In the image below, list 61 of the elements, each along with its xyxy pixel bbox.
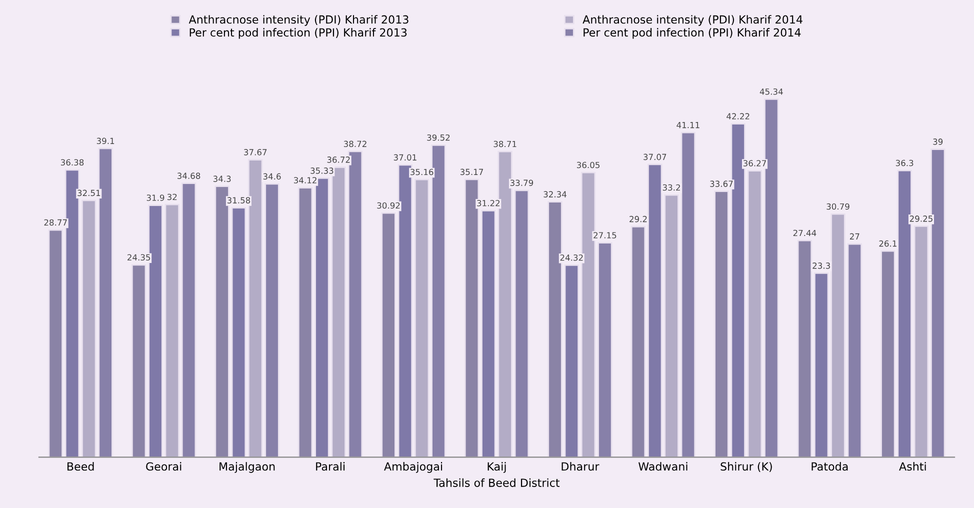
data-label: 26.1 [879,240,896,247]
data-label: 31.9 [146,194,164,201]
data-label: 37.67 [244,149,267,156]
legend-label: Per cent pod infection (PPI) Kharif 2014 [584,28,801,39]
data-label: 37.07 [644,154,666,160]
x-tick-label: Patoda [812,462,848,471]
data-label: 41.11 [676,122,700,128]
data-label: 34.68 [177,172,200,179]
data-label: 35.33 [310,168,334,174]
bar [181,182,196,458]
x-tick-label: Ashti [899,462,926,471]
data-label: 38.71 [494,140,516,148]
data-label: 36.3 [896,160,914,166]
x-axis-title: Tahsils of Beed District [434,478,560,487]
data-label: 39.52 [427,134,450,141]
data-label: 36.38 [60,159,84,166]
x-tick-label: Majalgaon [220,462,275,473]
data-label: 32.51 [78,190,100,196]
data-label: 35.16 [410,168,434,176]
data-label: 34.3 [213,176,231,182]
data-label: 45.34 [760,88,783,95]
data-label: 31.58 [227,197,250,204]
x-tick-label: Wadwani [638,462,688,471]
data-label: 34.12 [294,177,316,184]
x-tick-label: Ambajogai [384,462,442,473]
data-label: 42.22 [726,113,750,120]
data-label: 27.44 [793,230,816,236]
data-label: 32 [167,194,177,200]
data-label: 38.72 [344,140,366,148]
data-label: 36.72 [327,156,350,163]
data-label: 37.01 [394,154,416,161]
data-label: 35.17 [460,168,483,176]
x-tick-label: Shirur (K) [720,462,772,472]
x-tick-label: Georai [146,462,182,471]
x-tick-label: Beed [67,462,94,471]
data-label: 24.32 [560,254,583,261]
data-label: 27 [850,233,860,240]
data-label: 30.79 [826,203,850,210]
legend-label: Anthracnose intensity (PDI) Kharif 2014 [582,15,802,26]
legend-label: Per cent pod infection (PPI) Kharif 2013 [190,28,407,39]
data-label: 33.67 [710,180,733,187]
data-label: 31.22 [477,200,500,206]
data-label: 29.25 [910,216,932,222]
x-tick-label: Parali [316,462,345,471]
data-label: 29.2 [630,216,647,222]
data-label: 33.79 [510,180,534,186]
data-label: 36.27 [743,160,766,166]
data-label: 30.92 [377,202,400,209]
data-label: 27.15 [594,232,616,238]
data-label: 28.77 [44,219,67,226]
x-tick-label: Dharur [562,462,600,471]
data-label: 39 [933,138,943,145]
legend-label: Anthracnose intensity (PDI) Kharif 2013 [188,15,408,26]
data-label: 34.6 [263,173,281,180]
data-label: 24.35 [128,254,150,261]
data-label: 23.3 [812,262,830,269]
data-label: 36.05 [577,162,600,168]
data-label: 32.34 [544,191,566,198]
x-tick-label: Kaij [488,462,506,473]
data-label: 39.1 [96,138,114,144]
data-label: 33.2 [662,184,680,191]
